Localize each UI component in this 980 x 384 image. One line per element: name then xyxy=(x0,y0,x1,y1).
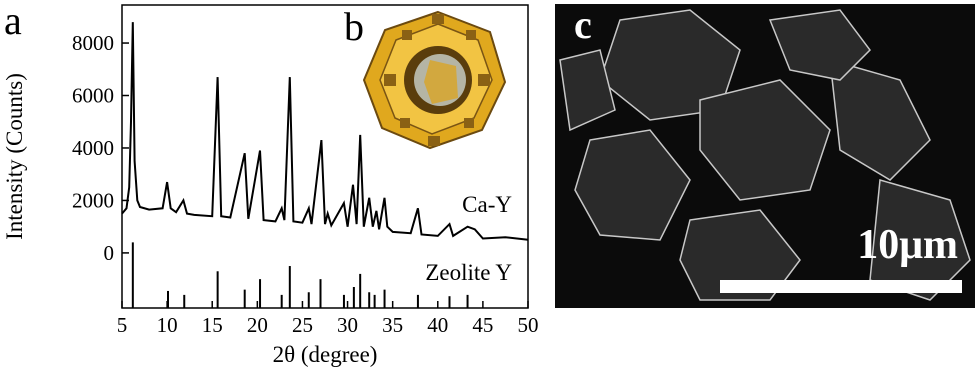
y-tick-label: 0 xyxy=(104,241,115,265)
x-tick-label: 15 xyxy=(202,313,223,337)
panel-label: c xyxy=(574,2,592,47)
x-tick-label: 25 xyxy=(292,313,313,337)
y-tick-label: 8000 xyxy=(72,31,114,55)
x-tick-label: 45 xyxy=(472,313,493,337)
pattern-line xyxy=(121,22,529,241)
series-label: Ca-Y xyxy=(462,192,512,217)
series-label: Zeolite Y xyxy=(425,260,512,285)
plot-frame xyxy=(121,4,529,309)
x-tick-label: 40 xyxy=(427,313,448,337)
x-tick-label: 5 xyxy=(117,313,128,337)
y-tick-label: 2000 xyxy=(72,188,114,212)
x-tick-label: 50 xyxy=(518,313,539,337)
x-tick-label: 10 xyxy=(157,313,178,337)
y-axis-title: Intensity (Counts) xyxy=(2,73,27,240)
x-tick-label: 20 xyxy=(247,313,268,337)
scale-bar-label: 10μm xyxy=(857,222,958,268)
zeolite-structure xyxy=(362,10,507,150)
x-tick-label: 35 xyxy=(382,313,403,337)
sem-image xyxy=(555,4,975,308)
x-tick-label: 30 xyxy=(337,313,358,337)
x-axis-title: 2θ (degree) xyxy=(273,342,378,367)
panel-label: b xyxy=(344,4,364,49)
panel-label: a xyxy=(4,0,22,43)
y-tick-label: 6000 xyxy=(72,84,114,108)
y-tick-label: 4000 xyxy=(72,136,114,160)
